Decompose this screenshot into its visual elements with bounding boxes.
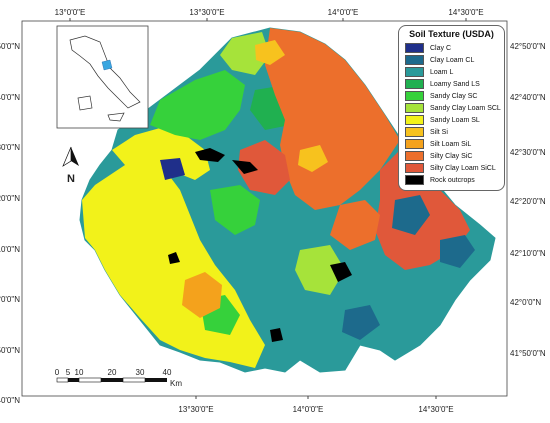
scale-tick-label: 40 bbox=[163, 368, 172, 377]
north-arrow: N bbox=[62, 146, 79, 185]
lat-label: 42°40'0"N bbox=[0, 93, 20, 102]
scale-tick-label: 30 bbox=[136, 368, 145, 377]
rock-outcrop bbox=[168, 252, 180, 264]
legend-label: Silty Clay Loam SiCL bbox=[430, 164, 496, 172]
legend-label: Silt Loam SiL bbox=[430, 140, 472, 148]
legend-item: Silty Clay Loam SiCL bbox=[405, 163, 496, 173]
right-latitude-labels: 42°50'0"N 42°40'0"N 42°30'0"N 42°20'0"N … bbox=[510, 42, 546, 358]
legend-item: Silt Si bbox=[405, 127, 448, 137]
legend-swatch bbox=[405, 127, 424, 137]
legend-item: Loamy Sand LS bbox=[405, 79, 480, 89]
legend-item: Loam L bbox=[405, 67, 453, 77]
legend-label: Loam L bbox=[430, 68, 454, 76]
sicily-outline bbox=[107, 112, 125, 122]
lat-label: 42°0'0"N bbox=[0, 295, 20, 304]
italy-inset bbox=[56, 25, 149, 129]
lat-label: 42°30'0"N bbox=[0, 143, 20, 152]
left-latitude-labels: 42°50'0"N 42°40'0"N 42°30'0"N 42°20'0"N … bbox=[0, 42, 20, 405]
legend-title: Soil Texture (USDA) bbox=[409, 29, 494, 39]
legend-swatch bbox=[405, 151, 424, 161]
legend-item: Silty Clay SiC bbox=[405, 151, 472, 161]
legend-item: Sandy Clay Loam SCL bbox=[405, 103, 501, 113]
legend-swatch bbox=[405, 43, 424, 53]
legend-label: Clay Loam CL bbox=[430, 56, 475, 64]
scale-tick-label: 5 bbox=[66, 368, 71, 377]
legend-label: Silty Clay SiC bbox=[430, 152, 473, 160]
lat-label: 42°50'0"N bbox=[510, 42, 546, 51]
lon-label: 13°30'0"E bbox=[189, 8, 224, 17]
top-longitude-labels: 13°0'0"E 13°30'0"E 14°0'0"E 14°30'0"E bbox=[55, 8, 484, 21]
legend-swatch bbox=[405, 55, 424, 65]
region-area bbox=[79, 27, 496, 373]
scale-unit: Km bbox=[170, 379, 182, 388]
legend-item: Clay Loam CL bbox=[405, 55, 474, 65]
lat-label: 42°0'0"N bbox=[510, 298, 541, 307]
rock-outcrop bbox=[195, 148, 225, 162]
legend-item: Clay C bbox=[405, 43, 451, 53]
legend-swatch bbox=[405, 175, 424, 185]
scale-tick-label: 10 bbox=[75, 368, 84, 377]
lat-label: 42°20'0"N bbox=[0, 194, 20, 203]
scale-bar: 0 5 10 20 30 40 Km bbox=[55, 368, 183, 388]
lon-label: 14°0'0"E bbox=[293, 405, 324, 414]
scale-tick-label: 20 bbox=[108, 368, 117, 377]
legend-swatch bbox=[405, 79, 424, 89]
legend-label: Sandy Clay Loam SCL bbox=[430, 104, 501, 112]
lat-label: 42°20'0"N bbox=[510, 197, 546, 206]
legend-swatch bbox=[405, 91, 424, 101]
lon-label: 14°0'0"E bbox=[328, 8, 359, 17]
scale-tick-label: 0 bbox=[55, 368, 60, 377]
legend-swatch bbox=[405, 115, 424, 125]
legend: Soil Texture (USDA) Clay C Clay Loam CL … bbox=[398, 25, 505, 191]
italy-outline bbox=[69, 35, 141, 109]
sardinia-outline bbox=[77, 95, 93, 111]
rock-outcrop bbox=[270, 328, 283, 342]
legend-swatch bbox=[405, 103, 424, 113]
legend-label: Sandy Loam SL bbox=[430, 116, 480, 124]
bottom-longitude-labels: 13°30'0"E 14°0'0"E 14°30'0"E bbox=[178, 396, 454, 414]
legend-swatch bbox=[405, 139, 424, 149]
lat-label: 42°40'0"N bbox=[510, 93, 546, 102]
legend-item: Sandy Loam SL bbox=[405, 115, 480, 125]
lat-label: 41°40'0"N bbox=[0, 396, 20, 405]
lat-label: 42°10'0"N bbox=[0, 245, 20, 254]
lat-label: 42°30'0"N bbox=[510, 148, 546, 157]
legend-item: Rock outcrops bbox=[405, 175, 475, 185]
legend-item: Sandy Clay SC bbox=[405, 91, 477, 101]
abruzzo-highlight bbox=[101, 59, 113, 71]
legend-label: Rock outcrops bbox=[430, 176, 475, 184]
lon-label: 13°0'0"E bbox=[55, 8, 86, 17]
legend-label: Clay C bbox=[430, 44, 452, 52]
lon-label: 14°30'0"E bbox=[418, 405, 453, 414]
lat-label: 41°50'0"N bbox=[510, 349, 546, 358]
rock-outcrop bbox=[232, 160, 258, 174]
lon-label: 13°30'0"E bbox=[178, 405, 213, 414]
lat-label: 42°50'0"N bbox=[0, 42, 20, 51]
legend-item: Silt Loam SiL bbox=[405, 139, 471, 149]
legend-swatch bbox=[405, 163, 424, 173]
north-label: N bbox=[67, 173, 75, 185]
lon-label: 14°30'0"E bbox=[448, 8, 483, 17]
lat-label: 42°10'0"N bbox=[510, 249, 546, 258]
legend-label: Silt Si bbox=[430, 128, 448, 136]
legend-label: Sandy Clay SC bbox=[430, 92, 478, 100]
legend-label: Loamy Sand LS bbox=[430, 80, 480, 88]
legend-swatch bbox=[405, 67, 424, 77]
rock-outcrop bbox=[330, 262, 352, 282]
lat-label: 41°50'0"N bbox=[0, 346, 20, 355]
